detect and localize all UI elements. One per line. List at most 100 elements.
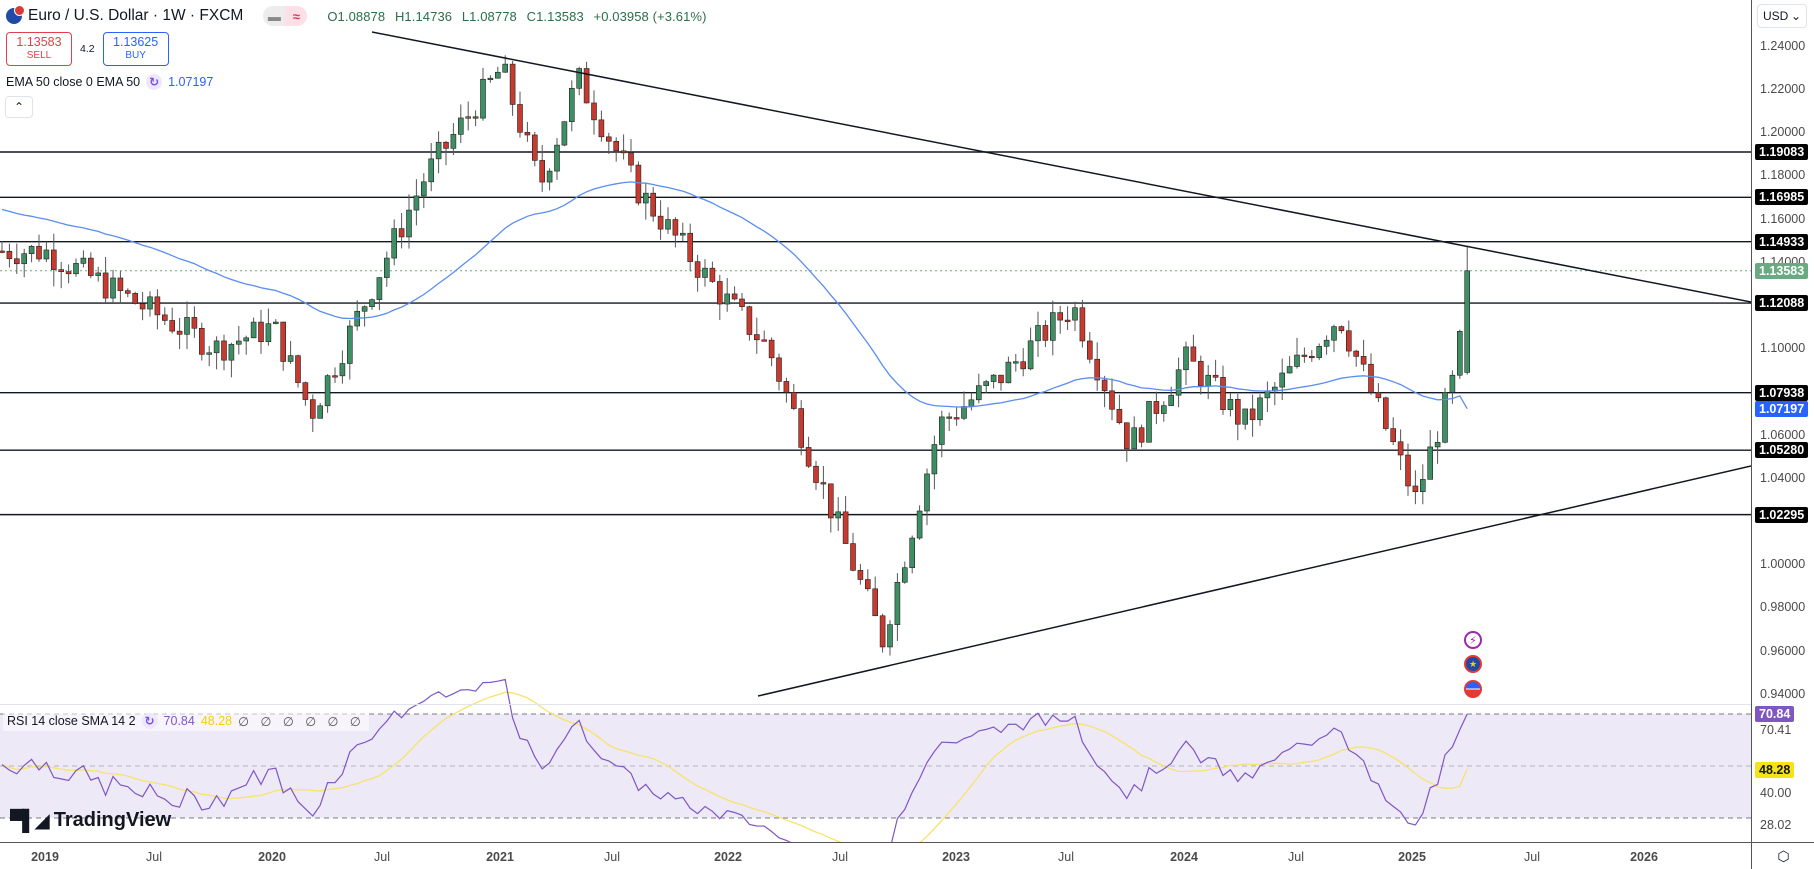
price-level-tag: 1.07197 [1755, 400, 1809, 417]
bear-candle [1109, 390, 1115, 410]
bull-candle [1420, 479, 1426, 493]
rsi-line [1, 678, 1468, 842]
open-value: O1.08878 [327, 8, 386, 24]
descending-trendline [371, 31, 1751, 303]
bear-candle [280, 321, 287, 362]
bull-candle [1464, 270, 1470, 373]
ema-legend[interactable]: EMA 50 close 0 EMA 50 ↻ 1.07197 [6, 74, 213, 90]
price-tick-label: 1.04000 [1760, 470, 1806, 485]
bull-candle [924, 473, 930, 512]
bull-candle [990, 374, 997, 382]
bull-candle [406, 209, 412, 238]
bear-candle [628, 152, 634, 166]
time-axis[interactable]: 2019 Jul 2020 Jul 2021 Jul 2022 Jul 2023 Jul 2024 J… [0, 842, 1751, 869]
time-tick-label: 2019 [31, 850, 59, 864]
symbol-title[interactable]: Euro / U.S. Dollar · 1W · FXCM [28, 7, 244, 24]
bull-candle [568, 87, 575, 122]
refresh-icon[interactable]: ↻ [146, 74, 163, 90]
bear-candle [731, 293, 738, 300]
bear-candle [591, 102, 597, 121]
bear-candle [191, 317, 198, 329]
time-tick-label: 2020 [258, 850, 286, 864]
bear-candle [776, 357, 782, 382]
approx-icon[interactable]: ≈ [285, 6, 308, 26]
minus-icon[interactable]: ▬ [263, 6, 286, 26]
price-level-tag: 1.02295 [1755, 506, 1809, 523]
bear-candle [398, 228, 405, 238]
time-tick-label: 2022 [714, 850, 742, 864]
bear-candle [139, 303, 146, 310]
bear-candle [857, 570, 864, 580]
pane-divider[interactable] [0, 704, 1814, 705]
bull-candle [909, 537, 916, 568]
price-tick-label: 0.94000 [1760, 686, 1806, 701]
bull-candle [975, 385, 982, 401]
bear-candle [768, 339, 775, 359]
bull-candle [1227, 398, 1234, 410]
eu-flag-event-icon[interactable]: ★ [1464, 655, 1482, 673]
buy-button[interactable]: 1.13625 BUY [102, 32, 169, 66]
bear-candle [472, 116, 479, 119]
time-tick-label: Jul [832, 850, 848, 864]
chevron-up-icon: ⌃ [13, 100, 25, 114]
lightning-event-icon[interactable]: ⚡ [1464, 631, 1482, 649]
bear-candle [864, 579, 871, 590]
rsi-legend[interactable]: RSI 14 close SMA 14 2 ↻ 70.84 48.28 ∅ ∅ … [3, 711, 369, 731]
bear-candle [842, 511, 849, 544]
axis-settings-button[interactable]: ⬡ [1751, 842, 1814, 869]
price-level-tag: 1.07938 [1755, 384, 1809, 401]
bear-candle [58, 269, 65, 272]
close-value: C1.13583 [526, 8, 584, 24]
bear-candle [1346, 330, 1352, 352]
time-tick-label: 2026 [1630, 850, 1658, 864]
bear-candle [199, 327, 205, 355]
bear-candle [613, 140, 620, 152]
price-level-tag: 1.19083 [1755, 144, 1809, 160]
bull-candle [1442, 392, 1448, 443]
bear-candle [1020, 361, 1027, 370]
sell-button[interactable]: 1.13583 SELL [6, 32, 72, 66]
currency-select[interactable]: USD ⌄ [1757, 4, 1807, 28]
bear-candle [872, 588, 879, 617]
bull-candle [265, 323, 272, 343]
price-tick-label: 1.06000 [1760, 427, 1806, 442]
bear-candle [1124, 422, 1130, 450]
bull-candle [110, 277, 116, 299]
bull-candle [480, 78, 486, 119]
bear-candle [1064, 319, 1071, 322]
bull-candle [502, 63, 509, 73]
bull-candle [1072, 307, 1078, 321]
visibility-toggle[interactable]: ▬ ≈ [263, 6, 308, 26]
refresh-icon[interactable]: ↻ [141, 713, 158, 729]
bear-candle [1042, 325, 1049, 341]
bull-candle [73, 263, 79, 275]
bull-candle [420, 181, 427, 197]
tradingview-logo[interactable]: ▀▌◢ TradingView [10, 808, 171, 833]
bear-candle [154, 296, 161, 316]
collapse-legend-button[interactable]: ⌃ [5, 96, 33, 118]
candles [0, 55, 1470, 656]
price-tick-label: 1.24000 [1760, 38, 1806, 53]
bear-candle [132, 293, 138, 304]
bull-candle [1242, 408, 1248, 425]
bear-candle [694, 261, 701, 278]
bear-candle [827, 483, 834, 519]
bull-candle [702, 267, 708, 278]
bull-candle [887, 624, 893, 648]
bear-candle [790, 392, 797, 409]
horizontal-levels [0, 151, 1751, 516]
bull-candle [1279, 372, 1285, 388]
bull-candle [1294, 354, 1300, 367]
bear-candle [169, 320, 175, 332]
bear-candle [583, 68, 590, 104]
us-flag-event-icon[interactable] [1464, 680, 1482, 698]
bull-candle [324, 375, 331, 407]
price-axis[interactable]: 1.24000 1.22000 1.20000 1.18000 1.16000 1.140… [1751, 0, 1814, 842]
price-tick-label: 0.98000 [1760, 600, 1806, 615]
bear-candle [1079, 307, 1086, 342]
price-level-tag: 1.16985 [1755, 189, 1809, 206]
bear-candle [517, 104, 523, 133]
chevron-down-icon: ⌄ [1790, 9, 1801, 23]
time-tick-label: 2023 [942, 850, 970, 864]
main-chart-canvas[interactable] [0, 0, 1751, 842]
